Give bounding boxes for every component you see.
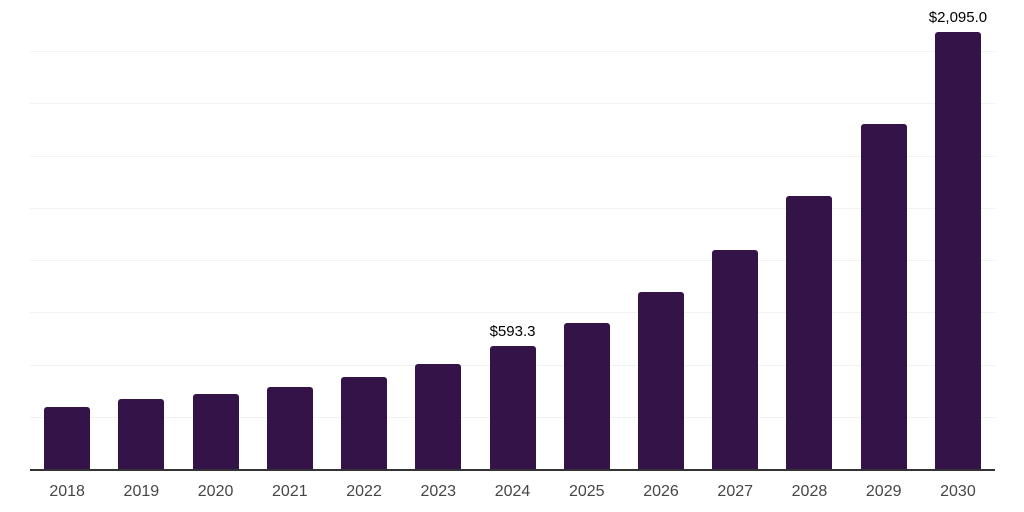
bar-2027 (712, 249, 759, 470)
gridline (30, 207, 995, 209)
bar-2026 (637, 292, 684, 470)
bar-slot (847, 0, 921, 470)
x-tick-label-2027: 2027 (717, 483, 754, 500)
bar-slot (178, 0, 252, 470)
bar-2021 (266, 386, 313, 470)
bar-2019 (118, 398, 165, 470)
bar-slot (104, 0, 178, 470)
x-tick-label-2029: 2029 (865, 483, 902, 500)
bar-slot (698, 0, 772, 470)
gridline (30, 312, 995, 314)
bar-slot: $593.3 (475, 0, 549, 470)
gridline (30, 103, 995, 105)
bar-2023 (415, 363, 462, 470)
x-tick-label-2022: 2022 (346, 483, 382, 500)
x-tick-label-2030: 2030 (940, 483, 976, 500)
bar-slot (253, 0, 327, 470)
bar-2028 (786, 195, 833, 470)
bar-2030 (934, 32, 981, 470)
gridline (30, 155, 995, 157)
bar-2018 (44, 407, 91, 470)
bar-slot (401, 0, 475, 470)
x-tick-label-2020: 2020 (197, 483, 234, 500)
x-tick-label-2018: 2018 (49, 483, 85, 500)
bar-slot (327, 0, 401, 470)
plot-area: $593.3 $2,095.0 (30, 0, 995, 471)
x-tick-label-2021: 2021 (272, 483, 308, 500)
bar-slot: $2,095.0 (921, 0, 995, 470)
bars: $593.3 $2,095.0 (30, 0, 995, 470)
x-tick-label-2019: 2019 (123, 483, 160, 500)
bar-slot (772, 0, 846, 470)
x-axis-line (30, 469, 995, 471)
gridline (30, 51, 995, 53)
data-label-2030: $2,095.0 (928, 9, 988, 27)
bar-2022 (341, 377, 388, 470)
x-tick-label-2025: 2025 (568, 483, 605, 500)
x-tick-label-2026: 2026 (643, 483, 679, 500)
bar-slot (30, 0, 104, 470)
bar-2029 (860, 123, 907, 470)
x-axis-labels: 2018 2019 2020 2021 2022 2023 2024 2025 2026 2027… (30, 484, 995, 500)
x-tick-label-2028: 2028 (791, 483, 828, 500)
bar-2025 (563, 322, 610, 470)
gridline (30, 260, 995, 262)
data-label-2024: $593.3 (489, 323, 536, 341)
bar-slot (624, 0, 698, 470)
bar-2020 (192, 393, 239, 470)
bar-2024 (489, 346, 536, 470)
x-tick-label-2023: 2023 (420, 483, 457, 500)
x-tick-label-2024: 2024 (494, 483, 531, 500)
bar-slot (550, 0, 624, 470)
